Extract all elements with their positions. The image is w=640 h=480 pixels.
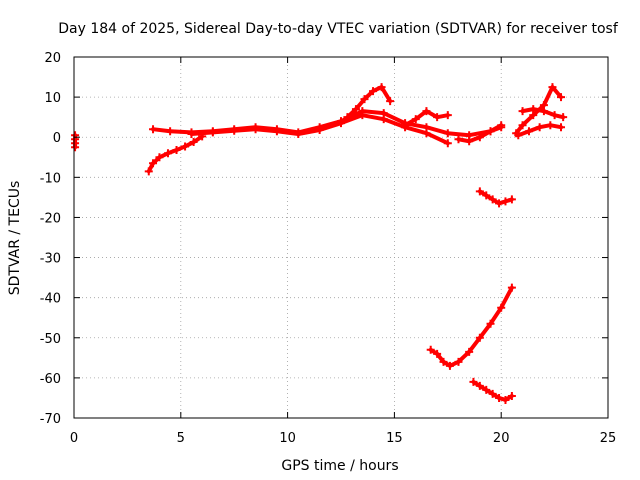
data-trace (488, 305, 504, 326)
data-point (386, 97, 395, 106)
series-peak-13-14 (343, 83, 395, 122)
data-point (557, 93, 566, 102)
data-trace (424, 109, 440, 120)
data-trace (379, 85, 393, 104)
y-tick-label: -40 (40, 292, 61, 307)
y-tick-label: 20 (44, 51, 61, 66)
x-axis-label: GPS time / hours (281, 458, 398, 474)
y-tick-label: -30 (40, 252, 61, 267)
plot-frame (73, 56, 609, 419)
series-arc-minus15 (475, 187, 516, 208)
series-arc-minus63 (469, 377, 516, 404)
data-trace (381, 111, 408, 126)
data-point (507, 283, 516, 292)
series-arc-minus55 (426, 283, 516, 370)
y-axis-label: SDTVAR / TECUs (7, 181, 23, 296)
x-tick-label: 0 (70, 431, 78, 446)
data-trace (317, 119, 343, 130)
series-rise-3.5 (144, 132, 207, 176)
data-trace (499, 285, 514, 310)
data-point (507, 391, 516, 400)
data-trace (477, 321, 493, 340)
data-points (71, 83, 568, 404)
series-main-lower (187, 111, 452, 148)
y-tick-label: -20 (40, 211, 61, 226)
y-tick-label: -70 (40, 412, 61, 427)
x-tick-label: 5 (177, 431, 185, 446)
data-trace (413, 109, 429, 122)
series-arc-21-23-c (518, 105, 568, 122)
data-point (559, 113, 568, 122)
data-trace (353, 97, 367, 112)
data-point (497, 123, 506, 132)
x-tick-label: 25 (600, 431, 617, 446)
y-tick-label: 0 (53, 131, 61, 146)
x-tick-label: 20 (493, 431, 510, 446)
data-point (507, 195, 516, 204)
axis-ticks: 0 5 10 15 20 25 20 10 0 -10 -20 -30 -40 -50 -60 -70 (40, 51, 617, 446)
data-trace (317, 121, 343, 133)
y-tick-label: -60 (40, 372, 61, 387)
y-tick-label: 10 (44, 91, 61, 106)
data-trace (403, 117, 418, 128)
data-point (443, 111, 452, 120)
data-trace (550, 85, 564, 100)
series-arc-18-20 (454, 123, 506, 146)
data-trace (424, 131, 450, 146)
x-tick-label: 10 (279, 431, 296, 446)
data-trace (541, 85, 555, 108)
data-trace (339, 109, 365, 124)
data-trace (467, 335, 482, 354)
chart-title: Day 184 of 2025, Sidereal Day-to-day VTE… (58, 21, 619, 37)
data-trace (403, 125, 429, 136)
x-tick-label: 15 (386, 431, 403, 446)
data-point (71, 143, 80, 152)
data-trace (339, 113, 365, 126)
data-trace (477, 129, 493, 140)
series-arc-16-17 (401, 107, 452, 130)
y-tick-label: -10 (40, 171, 61, 186)
data-point (557, 123, 566, 132)
data-trace (456, 349, 472, 364)
y-tick-label: -50 (40, 332, 61, 347)
data-trace (520, 113, 536, 128)
data-trace (424, 125, 450, 136)
data-point (443, 139, 452, 148)
series-arc-21-23-b (514, 121, 566, 140)
series-arc-start (71, 131, 80, 152)
